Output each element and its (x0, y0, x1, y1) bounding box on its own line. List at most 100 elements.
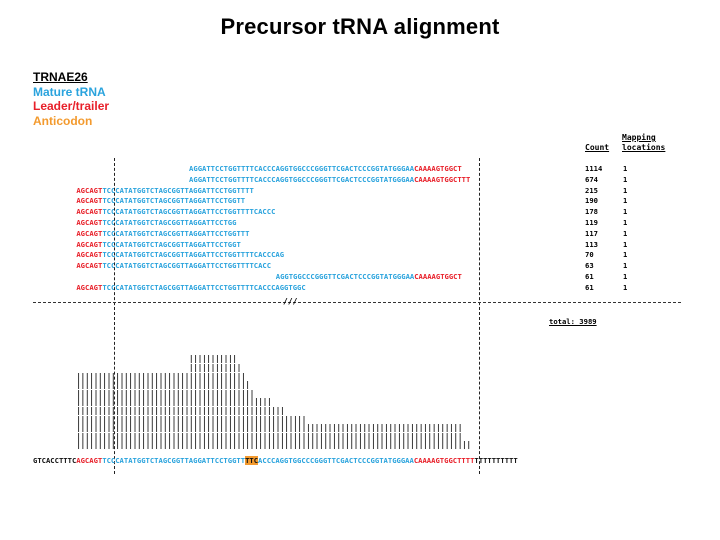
reference-anticodon: TTC (245, 456, 259, 465)
slide-title: Precursor tRNA alignment (220, 14, 500, 39)
read-count: 61 (585, 272, 594, 281)
coverage-column: | | | (327, 423, 333, 450)
read-row: AGCAGTTCCCATATGGTCTAGCGGTTAGGATTCCTGG (76, 218, 236, 228)
coverage-column: | | | | | | | | | (115, 371, 120, 450)
coverage-column: | | | | | | | | | (163, 371, 168, 450)
coverage-column: | | | | | | | | | | | (202, 354, 207, 450)
read-row: AGGTGGCCCGGGTTCGACTCCCGGTATGGGAACAAAAGTG… (276, 272, 462, 282)
coverage-column: | | | | | | | | | | | (193, 354, 198, 450)
coverage-column: | | | (414, 423, 419, 450)
coverage-column: | | | | | | | | | (102, 371, 107, 450)
read-leader: AGCAGT (76, 218, 103, 227)
read-leader: AGCAGT (76, 282, 103, 292)
read-count: 117 (585, 228, 598, 238)
mapping-locations-value: 1 (623, 164, 628, 173)
coverage-column: | | | | | | | | | (128, 371, 133, 450)
coverage-column: | | | | | | | | | (241, 371, 246, 450)
read-mature: TCCCATATGGTCTAGCGGTTAGGATTCCTGGTTTTCACCC (102, 207, 276, 217)
coverage-column: | | | | | | | | | (124, 371, 129, 450)
coverage-column: | | | (418, 423, 424, 450)
read-count: 674 (585, 174, 598, 184)
coverage-column: | | | (336, 423, 341, 450)
read-row: AGCAGTTCCCATATGGTCTAGCGGTTAGGATTCCTGGTTT… (76, 261, 271, 271)
coverage-column: | | | | | (280, 406, 285, 450)
coverage-column: | | | (405, 423, 411, 450)
coverage-column: | | | (453, 423, 458, 450)
read-mature: TCCCATATGGTCTAGCGGTTAGGATTCCTGGTTTTCACC (102, 261, 272, 271)
reference-mature-5: TCCCATATGGTCTAGCGGTTAGGATTCCTGGTT (102, 456, 246, 465)
coverage-column: | | | | | | | | | (150, 371, 155, 450)
coverage-column: | | | | | | | | | (145, 371, 151, 450)
coverage-column: | | | | | | | | (245, 380, 250, 450)
read-trailer: CAAAAGTGGCTTT (414, 174, 471, 184)
coverage-column: | | | (392, 423, 398, 450)
coverage-column: | | | | | | (262, 397, 268, 450)
coverage-column: | | | | (297, 414, 302, 450)
coverage-column: | | | | | | | | | (93, 371, 99, 450)
coverage-column: | | | | | | | | | (154, 371, 159, 450)
read-mature: AGGTGGCCCGGGTTCGACTCCCGGTATGGGAA (275, 272, 415, 281)
coverage-column: | | | (375, 423, 380, 450)
coverage-column: | | | | | | | | | (119, 371, 125, 450)
read-leader: AGCAGT (76, 228, 103, 238)
coverage-column: | | | (379, 423, 385, 450)
read-trailer: CAAAAGTGGCT (414, 272, 462, 281)
coverage-column: | | | | | | | | | (158, 371, 164, 450)
read-mature: TCCCATATGGTCTAGCGGTTAGGATTCCTGG (102, 218, 237, 227)
coverage-column: | | | (323, 423, 328, 450)
legend-gene-name: TRNAE26 (33, 70, 88, 84)
mapping-locations-value: 1 (623, 272, 628, 281)
coverage-column: | | | | (293, 414, 298, 450)
read-row: AGGATTCCTGGTTTTCACCCAGGTGGCCCGGGTTCGACTC… (189, 164, 462, 174)
mapping-locations-header: Mapping locations (622, 133, 666, 152)
read-count: 215 (585, 185, 598, 195)
coverage-column: | | | (457, 423, 463, 450)
coverage-column: | | | | | | (254, 397, 259, 450)
read-count: 61 (585, 282, 594, 292)
coverage-column: | | | | | | | | | (80, 371, 86, 450)
mapping-locations-value: 1 (623, 174, 628, 184)
coverage-column: | | | | | | | | | | | (215, 354, 220, 450)
coverage-column: | | | | (288, 414, 294, 450)
read-mature: TCCCATATGGTCTAGCGGTTAGGATTCCTGGTTTTCACCC… (102, 250, 285, 260)
legend: TRNAE26 Mature tRNA Leader/trailer Antic… (33, 70, 109, 128)
coverage-column: | | | | | (271, 406, 276, 450)
read-leader: AGCAGT (76, 207, 103, 217)
coverage-column: | | | (449, 423, 454, 450)
coverage-column: | | | | | | | | | (180, 371, 185, 450)
coverage-column: | | | (345, 423, 350, 450)
mapping-locations-value: 1 (623, 196, 628, 206)
coverage-column: | | | | | | | | | | | (206, 354, 211, 450)
read-mature: TCCCATATGGTCTAGCGGTTAGGATTCCTGGT (102, 239, 241, 249)
coverage-column: | (462, 440, 467, 450)
read-count: 178 (585, 207, 598, 217)
read-row: AGGATTCCTGGTTTTCACCCAGGTGGCCCGGGTTCGACTC… (189, 175, 470, 185)
coverage-column: | | | | | | (258, 397, 263, 450)
coverage-column: | | | | | (275, 406, 281, 450)
read-count: 113 (585, 239, 598, 249)
coverage-column: | | | (444, 423, 450, 450)
read-row: AGCAGTTCCCATATGGTCTAGCGGTTAGGATTCCTGGTT (76, 196, 245, 206)
coverage-column: | | | | | | | | | | | (219, 354, 224, 450)
coverage-column: | | | (436, 423, 441, 450)
coverage-column: | | | (340, 423, 346, 450)
reference-sequence: GTCACCTTTCAGCAGTTCCCATATGGTCTAGCGGTTAGGA… (33, 456, 518, 466)
coverage-column: | | | | (284, 414, 289, 450)
read-row: AGCAGTTCCCATATGGTCTAGCGGTTAGGATTCCTGGTTT (76, 229, 249, 239)
mapping-locations-value: 1 (623, 185, 628, 195)
read-leader: AGCAGT (76, 185, 103, 195)
coverage-column: | | | (332, 423, 337, 450)
coverage-column: | | | | | | | | | | | (228, 354, 233, 450)
read-row: AGCAGTTCCCATATGGTCTAGCGGTTAGGATTCCTGGTTT… (76, 250, 284, 260)
coverage-column: | | | (401, 423, 406, 450)
coverage-column: | | | | | | | | | (167, 371, 172, 450)
coverage-column: | | | | | | | | | | (236, 363, 242, 450)
read-count: 63 (585, 261, 594, 271)
read-leader: AGCAGT (76, 239, 103, 249)
coverage-column: | | | (362, 423, 367, 450)
coverage-column: | | | | | | | | | (111, 371, 116, 450)
coverage-column: | | | | | | | | | | | (197, 354, 203, 450)
coverage-column: | | | (306, 423, 311, 450)
mapping-locations-value: 1 (623, 261, 628, 271)
reference-trailer: CAAAAGTGGCTTTT (413, 456, 475, 465)
